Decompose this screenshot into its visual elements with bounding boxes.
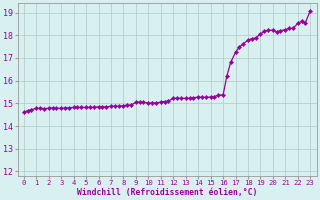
X-axis label: Windchill (Refroidissement éolien,°C): Windchill (Refroidissement éolien,°C) [77,188,257,197]
